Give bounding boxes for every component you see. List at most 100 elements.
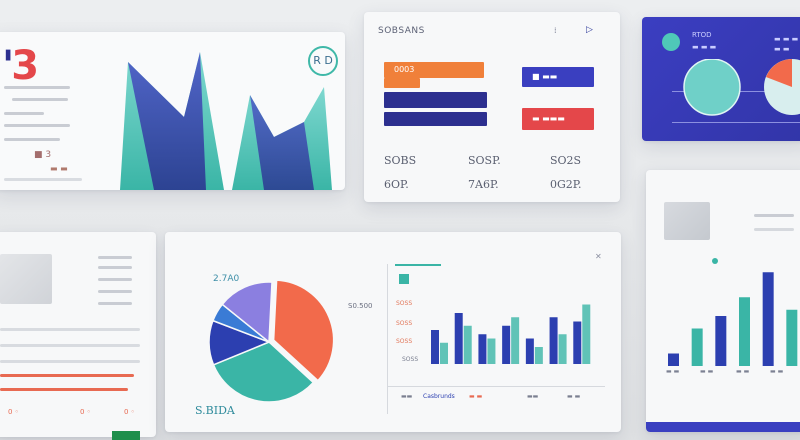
mountain-chart [120, 52, 332, 190]
bar [715, 316, 727, 366]
overview-metric-sub: ▬ ▬ [50, 164, 68, 173]
gauge-chart [683, 59, 800, 116]
legend-item: Casbrunds [423, 393, 455, 400]
kpi-right-bar-label: ▬ ▬▬▬ [532, 114, 565, 123]
vertical-bar-chart [668, 272, 798, 366]
kpi-card: SOBSANS ⁞ ▷ 0003 ■ ▬▬ ▬ ▬▬▬ SOBS SOSP. S… [364, 12, 620, 202]
pie-slice [272, 279, 335, 382]
kpi-bar [384, 112, 487, 126]
bar [454, 313, 463, 364]
y-axis-label: SOSS [396, 300, 413, 307]
gauge-segment [766, 59, 792, 87]
bar [463, 325, 472, 364]
bar [431, 330, 439, 364]
list-line [98, 302, 132, 305]
chart-header-icon [399, 274, 409, 284]
bar [573, 321, 582, 364]
bar [487, 338, 496, 364]
list-label: 0 ◦ [124, 408, 135, 416]
pie-slice [221, 281, 273, 344]
bar [691, 328, 703, 366]
marker-dot [712, 258, 718, 264]
overview-metric-label: ■ 3 [34, 150, 52, 160]
legend-item: ▬▬ [401, 393, 413, 400]
overview-line [4, 86, 70, 89]
bar [668, 353, 679, 366]
list-card: 0 ◦ 0 ◦ 0 ◦ [0, 232, 156, 437]
bar [534, 347, 543, 364]
bar [582, 304, 591, 364]
bar [525, 338, 534, 364]
legend-item: ▬▬ [527, 393, 539, 400]
chart-panel [387, 264, 605, 414]
bar [549, 317, 558, 364]
chart-footer-line [387, 386, 605, 387]
more-icon[interactable]: ⁞ [554, 26, 557, 35]
list-line [98, 290, 132, 293]
x-axis-label: ▬ ▬ [770, 368, 784, 375]
overview-line [4, 138, 60, 141]
mountain-peak [128, 52, 206, 190]
overview-line [4, 124, 70, 127]
pie-chart [208, 279, 335, 402]
bars-line [754, 228, 794, 231]
list-line [0, 360, 140, 363]
bar [762, 272, 774, 366]
kpi-value: SO2S [550, 154, 582, 167]
side-label: S0.500 [348, 302, 373, 310]
bars-line [754, 214, 794, 217]
bar [478, 334, 487, 364]
kpi-bar [384, 62, 484, 78]
gauge-label: ▬ ▬ ▬ [692, 43, 717, 51]
bar [558, 334, 567, 364]
analytics-card: 2.7A0 S.BIDA S0.500 SOSS SOSS SOSS SOSS … [165, 232, 621, 432]
bar [739, 297, 750, 366]
bar-chart [431, 304, 591, 364]
gauge-label: ▬ ▬ ▬ [774, 35, 799, 43]
pie-slice [212, 341, 315, 402]
overview-big-number: '3 [2, 43, 39, 89]
footer-band [646, 422, 800, 432]
kpi-right-bar-label: ■ ▬▬ [532, 72, 558, 81]
list-line [98, 278, 132, 281]
kpi-bar [384, 78, 420, 88]
y-axis-label: SOSS [402, 356, 419, 363]
status-dot [662, 33, 680, 51]
pie-total: S.BIDA [195, 404, 235, 417]
y-axis-label: SOSS [396, 320, 413, 327]
kpi-value: 7A6P. [468, 178, 499, 191]
chart-header-line [395, 264, 441, 266]
kpi-right-bar [522, 67, 594, 87]
kpi-value: 6OP. [384, 178, 409, 191]
legend-item: ▬ ▬ [469, 393, 483, 400]
gauge-axis [672, 122, 800, 123]
kpi-bar-label: 0003 [394, 65, 415, 74]
gauge-card: RTOD ▬ ▬ ▬ ▬ ▬ ▬ ▬ ▬ [642, 17, 800, 141]
overview-card: '3 ■ 3 ▬ ▬ R D [0, 32, 345, 190]
bar [502, 325, 511, 364]
thumbnail-image [664, 202, 710, 240]
kpi-value: SOSP. [468, 154, 501, 167]
y-axis-label: SOSS [396, 338, 413, 345]
bar [786, 309, 798, 366]
bar [511, 317, 520, 364]
bottom-accent [112, 431, 140, 440]
bar [440, 342, 448, 364]
gauge-label: ▬ ▬ [774, 45, 790, 53]
overview-line [4, 178, 82, 181]
list-label: 0 ◦ [80, 408, 91, 416]
gauge-label: RTOD [692, 31, 712, 39]
send-icon[interactable]: ▷ [586, 25, 593, 35]
kpi-bar [384, 92, 487, 108]
bars-card: ▬ ▬ ▬ ▬ ▬ ▬ ▬ ▬ [646, 170, 800, 432]
close-icon[interactable]: ✕ [595, 252, 602, 261]
kpi-value: SOBS [384, 154, 417, 167]
x-axis-label: ▬ ▬ [736, 368, 750, 375]
mountain-peak [250, 95, 314, 190]
x-axis-label: ▬ ▬ [666, 368, 680, 375]
refresh-icon[interactable]: R D [308, 46, 338, 76]
pie-label: 2.7A0 [213, 274, 240, 284]
list-line [0, 344, 140, 347]
overview-line [4, 112, 44, 115]
kpi-value: 0G2P. [550, 178, 582, 191]
